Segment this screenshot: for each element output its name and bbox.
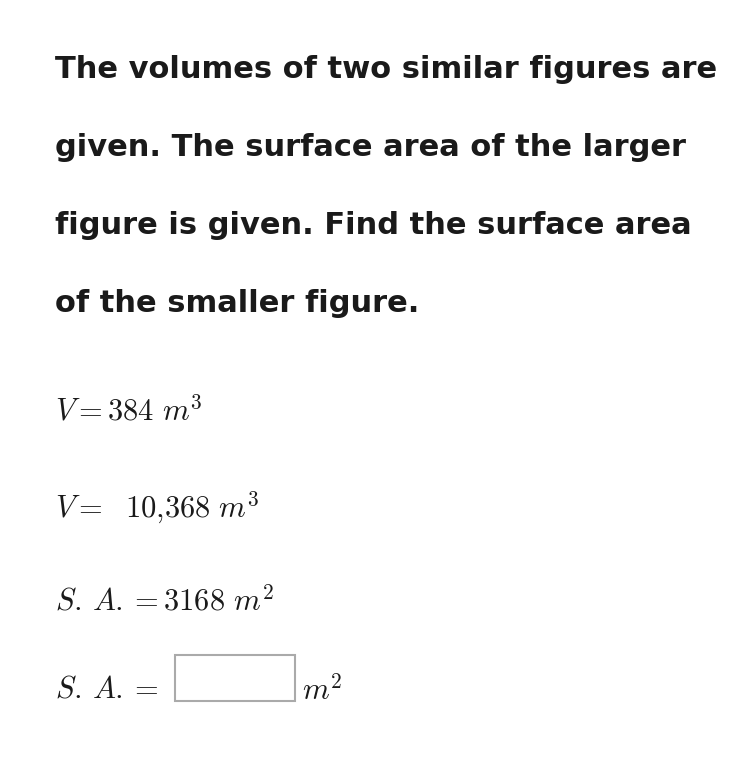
Text: $V = 384\ m^3$: $V = 384\ m^3$ (55, 395, 202, 426)
Text: The volumes of two similar figures are: The volumes of two similar figures are (55, 55, 717, 84)
Text: $V =\ \ 10{,}368\ m^3$: $V =\ \ 10{,}368\ m^3$ (55, 490, 260, 526)
Text: $S.\!\ A. =$: $S.\!\ A. =$ (55, 675, 158, 704)
FancyBboxPatch shape (175, 655, 295, 701)
Text: given. The surface area of the larger: given. The surface area of the larger (55, 133, 686, 162)
Text: figure is given. Find the surface area: figure is given. Find the surface area (55, 211, 692, 240)
Text: of the smaller figure.: of the smaller figure. (55, 289, 419, 318)
Text: $S.\!\ A. = 3168\ m^2$: $S.\!\ A. = 3168\ m^2$ (55, 585, 274, 616)
Text: $m^2$: $m^2$ (302, 675, 343, 706)
